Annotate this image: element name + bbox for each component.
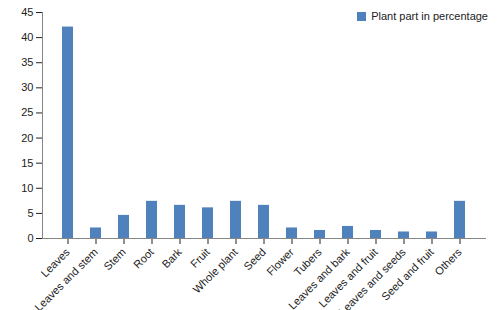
svg-text:Seed and fruit: Seed and fruit	[379, 246, 436, 303]
svg-text:Others: Others	[432, 245, 464, 277]
html-text:Plant part in percentage: Plant part in percentage	[371, 10, 488, 22]
svg-text:Whole plant: Whole plant	[190, 246, 240, 296]
svg-text:10: 10	[21, 182, 33, 194]
svg-text:Bark: Bark	[159, 245, 184, 270]
svg-text:25: 25	[21, 106, 33, 118]
svg-text:Leaves and fruit: Leaves and fruit	[316, 245, 380, 310]
svg-text:20: 20	[21, 132, 33, 144]
svg-text:Seed: Seed	[241, 245, 268, 273]
svg-text:Leaves and stem: Leaves and stem	[32, 246, 100, 310]
svg-text:5: 5	[27, 207, 33, 219]
svg-text:Root: Root	[131, 246, 156, 271]
svg-text:35: 35	[21, 56, 33, 68]
svg-text:40: 40	[21, 31, 33, 43]
svg-text:Flower: Flower	[264, 246, 296, 278]
svg-text:Fruit: Fruit	[188, 246, 212, 270]
svg-text:0: 0	[27, 232, 33, 244]
svg-text:Tubers: Tubers	[291, 245, 324, 279]
svg-text:Stem: Stem	[101, 246, 128, 273]
svg-text:15: 15	[21, 157, 33, 169]
svg-text:30: 30	[21, 81, 33, 93]
svg-text:45: 45	[21, 6, 33, 18]
